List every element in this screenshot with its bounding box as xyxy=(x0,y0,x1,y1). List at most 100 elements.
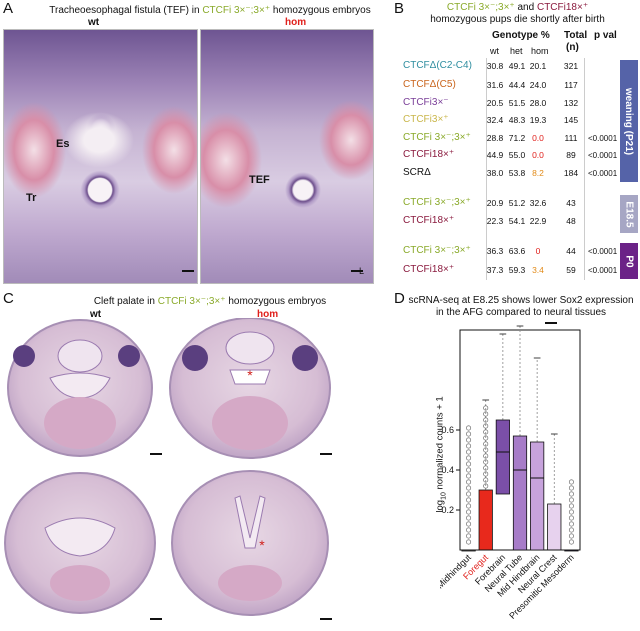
cell-wt: 38.0 xyxy=(486,168,504,178)
panel-c-title-genotype: CTCFi 3×⁻;3×⁺ xyxy=(157,296,226,307)
outlier-point xyxy=(483,411,489,417)
cell-wt: 28.8 xyxy=(486,133,504,143)
cell-wt: 44.9 xyxy=(486,150,504,160)
outlier-point xyxy=(466,521,472,527)
outlier-point xyxy=(483,477,489,483)
cell-total: 89 xyxy=(566,150,576,160)
cell-het: 63.6 xyxy=(508,246,526,256)
cell-total: 43 xyxy=(566,198,576,208)
cell-hom: 0.0 xyxy=(532,133,544,143)
cell-total: 59 xyxy=(566,265,576,275)
boxplot-chart: 0.20.40.6MidhindgutForegutForebrainNeura… xyxy=(440,325,581,621)
y-tick-label: 0.2 xyxy=(441,505,454,515)
panel-d-label: D xyxy=(394,290,405,307)
cell-hom: 3.4 xyxy=(532,265,544,275)
row-name: CTCFΔ(C5) xyxy=(403,79,456,90)
row-name: CTCFi18×⁺ xyxy=(403,149,455,160)
cell-wt: 20.5 xyxy=(486,98,504,108)
row-name: SCRΔ xyxy=(403,167,431,178)
cell-pval: <0.0001 xyxy=(588,247,618,256)
band-e18: E18.5 xyxy=(620,195,638,233)
cell-total: 132 xyxy=(563,98,579,108)
cell-het: 51.5 xyxy=(508,98,526,108)
outlier-point xyxy=(466,449,472,455)
panel-c-title-suffix: homozygous embryos xyxy=(225,296,327,307)
outlier-point xyxy=(483,441,489,447)
outlier-point xyxy=(466,431,472,437)
label-tr: Tr xyxy=(26,192,37,204)
panel-a-label: A xyxy=(3,0,14,17)
outlier-point xyxy=(466,515,472,521)
section-hom-upper: * xyxy=(169,318,331,459)
outlier-point xyxy=(568,521,574,527)
scale-bar xyxy=(150,453,162,455)
panel-b-title-line2: homozygous pups die shortly after birth xyxy=(430,14,605,25)
table-divider xyxy=(486,58,487,280)
outlier-point xyxy=(568,509,574,515)
panel-b-label: B xyxy=(394,0,405,17)
label-es: Es xyxy=(56,138,70,150)
cell-hom: 8.2 xyxy=(532,168,544,178)
box xyxy=(530,441,545,551)
cell-hom: 19.3 xyxy=(529,115,547,125)
cell-het: 55.0 xyxy=(508,150,526,160)
band-p0: P0 xyxy=(620,243,638,279)
table-divider xyxy=(584,58,585,280)
panel-a-title: Tracheoesophagal fistula (TEF) in CTCFi … xyxy=(40,5,380,17)
label-tef: TEF xyxy=(249,174,270,186)
box xyxy=(478,489,493,551)
panel-c-hom-label: hom xyxy=(257,309,279,320)
cell-wt: 31.6 xyxy=(486,80,504,90)
title-underline xyxy=(545,322,557,324)
cell-het: 59.3 xyxy=(508,265,526,275)
cell-wt: 36.3 xyxy=(486,246,504,256)
outlier-point xyxy=(483,483,489,489)
outlier-point xyxy=(483,453,489,459)
row-name: CTCFi3×⁻ xyxy=(403,97,449,108)
cell-het: 49.1 xyxy=(508,61,526,71)
cell-total: 117 xyxy=(564,80,578,90)
scale-bar xyxy=(320,453,332,455)
row-name: CTCFi3×⁺ xyxy=(403,114,449,125)
cell-total: 145 xyxy=(563,115,579,125)
panel-b-title-and: and xyxy=(514,2,537,13)
cell-wt: 20.9 xyxy=(486,198,504,208)
cell-pval: <0.0001 xyxy=(588,151,618,160)
outlier-point xyxy=(466,455,472,461)
cell-total: 48 xyxy=(566,216,576,226)
panel-d-title: scRNA-seq at E8.25 shows lower Sox2 expr… xyxy=(402,295,640,319)
cleft-star: * xyxy=(259,537,265,553)
cell-total: 184 xyxy=(563,168,579,178)
histology-tef-wt: Es Tr xyxy=(3,29,198,284)
cell-pval: <0.0001 xyxy=(588,134,618,143)
band-weaning-label: weaning (P21) xyxy=(623,87,635,155)
outlier-point xyxy=(568,491,574,497)
outlier-point xyxy=(466,473,472,479)
cell-het: 53.8 xyxy=(508,168,526,178)
outlier-point xyxy=(483,429,489,435)
panel-d-title-line2: in the AFG compared to neural tissues xyxy=(435,307,607,318)
row-name: CTCFi18×⁺ xyxy=(403,215,455,226)
cell-hom: 20.1 xyxy=(529,61,547,71)
panel-c-wt-label: wt xyxy=(90,309,102,320)
cell-hom: 32.6 xyxy=(529,198,547,208)
box xyxy=(547,503,562,551)
panel-b-title-g2: CTCFi18×⁺ xyxy=(536,2,589,13)
outlier-point xyxy=(483,447,489,453)
cell-total: 321 xyxy=(563,61,579,71)
scale-bar xyxy=(351,270,363,272)
box xyxy=(495,419,510,495)
cell-hom: 22.9 xyxy=(529,216,547,226)
histology-cleft-palate: * * xyxy=(4,318,332,620)
outlier-point xyxy=(483,459,489,465)
outlier-point xyxy=(568,479,574,485)
cell-hom: 0 xyxy=(535,246,541,256)
cell-hom: 24.0 xyxy=(529,80,547,90)
outlier-point xyxy=(466,509,472,515)
outlier-point xyxy=(483,405,489,411)
pval-header: p val xyxy=(594,30,617,41)
outlier-point xyxy=(483,435,489,441)
panel-a-title-suffix: homozygous embryos xyxy=(270,5,371,16)
cell-total: 44 xyxy=(566,246,576,256)
outlier-point xyxy=(466,467,472,473)
